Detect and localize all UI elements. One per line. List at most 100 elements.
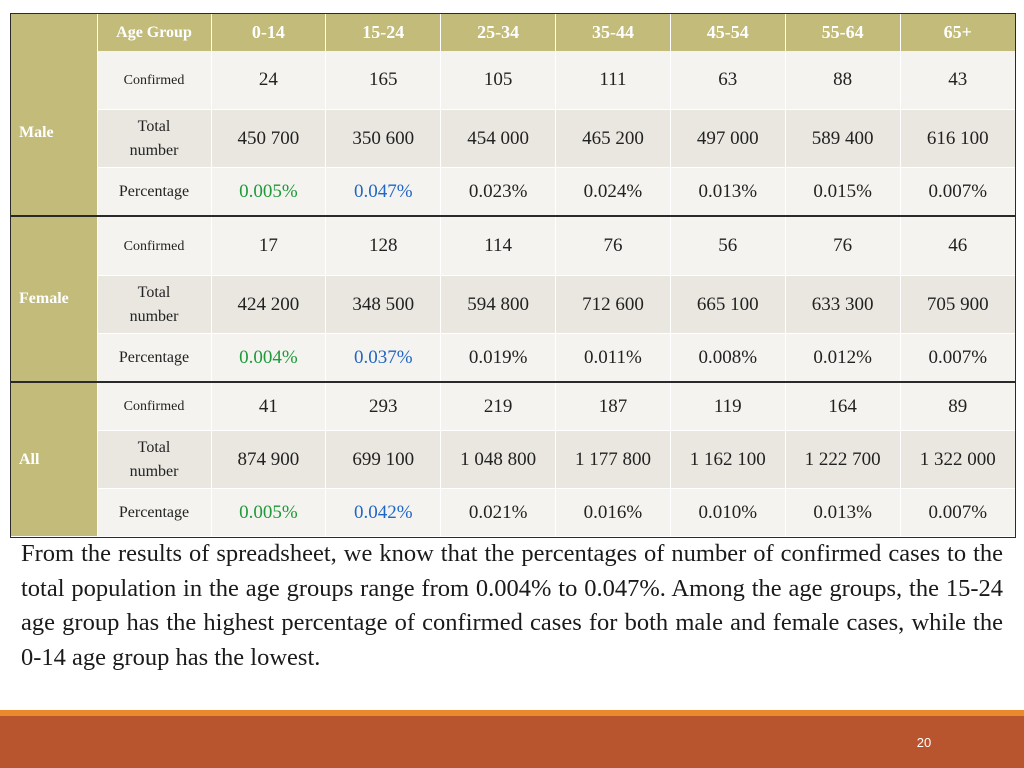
- table-cell: 56: [670, 216, 786, 276]
- table-cell: 0.008%: [670, 333, 786, 383]
- table-cell: 0.015%: [785, 167, 901, 217]
- table-row: Total number 450 700 350 600 454 000 465 …: [11, 109, 1015, 168]
- table-cell: 88: [785, 51, 901, 110]
- table-cell: 350 600: [325, 109, 442, 168]
- header-age-65-plus: 65+: [900, 14, 1015, 51]
- table-cell-highest: 0.037%: [325, 333, 442, 383]
- table-cell: 0.024%: [555, 167, 671, 217]
- table-cell: 594 800: [440, 275, 557, 334]
- metric-total-number-label: Total number: [97, 109, 212, 168]
- table-cell: 1 322 000: [900, 430, 1015, 489]
- table-cell: 450 700: [211, 109, 327, 168]
- table-cell: 41: [211, 382, 327, 431]
- group-label-male: Male: [11, 51, 98, 217]
- metric-total-line2: number: [129, 307, 179, 325]
- table-cell-highest: 0.042%: [325, 488, 442, 537]
- table-cell: 699 100: [325, 430, 442, 489]
- table-row: Female Confirmed 17 128 114 76 56 76 46: [11, 216, 1015, 383]
- table-cell: 0.012%: [785, 333, 901, 383]
- age-group-table: Age Group 0-14 15-24 25-34 35-44 45-54 5…: [11, 14, 1015, 537]
- table-cell: 633 300: [785, 275, 901, 334]
- metric-total-line1: Total: [137, 283, 171, 301]
- metric-confirmed-label: Confirmed: [97, 216, 212, 276]
- table-cell: 424 200: [211, 275, 327, 334]
- table-header: Age Group 0-14 15-24 25-34 35-44 45-54 5…: [11, 14, 1015, 51]
- summary-paragraph: From the results of spreadsheet, we know…: [21, 540, 1003, 671]
- header-blank-cell: [11, 14, 98, 51]
- table-cell: 128: [325, 216, 442, 276]
- table-cell: 705 900: [900, 275, 1015, 334]
- metric-percentage-label: Percentage: [97, 488, 212, 537]
- table-row: Percentage 0.005% 0.047% 0.023% 0.024% 0…: [11, 167, 1015, 217]
- metric-total-line1: Total: [137, 117, 171, 135]
- table-cell: 0.021%: [440, 488, 557, 537]
- table-cell: 76: [555, 216, 671, 276]
- table-cell: 0.019%: [440, 333, 557, 383]
- table-cell: 165: [325, 51, 442, 110]
- table-row: All Confirmed 41 293 219 187 119 164 89: [11, 382, 1015, 537]
- table-cell-highest: 0.047%: [325, 167, 442, 217]
- metric-percentage-label: Percentage: [97, 167, 212, 217]
- table-cell: 43: [900, 51, 1015, 110]
- table-cell: 89: [900, 382, 1015, 431]
- table-cell: 0.011%: [555, 333, 671, 383]
- table-cell-lowest: 0.005%: [211, 488, 327, 537]
- table-cell: 293: [325, 382, 442, 431]
- table-cell: 712 600: [555, 275, 671, 334]
- table-cell: 465 200: [555, 109, 671, 168]
- group-label-all: All: [11, 382, 98, 537]
- table-cell: 219: [440, 382, 557, 431]
- table-cell: 454 000: [440, 109, 557, 168]
- table-cell: 1 222 700: [785, 430, 901, 489]
- table-cell: 0.007%: [900, 333, 1015, 383]
- metric-total-line1: Total: [137, 438, 171, 456]
- table-cell: 114: [440, 216, 557, 276]
- table-row: Percentage 0.004% 0.037% 0.019% 0.011% 0…: [11, 333, 1015, 383]
- table-cell: 0.007%: [900, 167, 1015, 217]
- table-cell: 616 100: [900, 109, 1015, 168]
- footer-bar: [0, 716, 1024, 768]
- metric-total-number-label: Total number: [97, 430, 212, 489]
- table-cell: 187: [555, 382, 671, 431]
- table-cell: 348 500: [325, 275, 442, 334]
- page-number: 20: [916, 735, 932, 750]
- footer-accent-line: [0, 710, 1024, 716]
- table-cell: 76: [785, 216, 901, 276]
- table-cell: 1 177 800: [555, 430, 671, 489]
- table-cell: 0.013%: [670, 167, 786, 217]
- metric-total-number-label: Total number: [97, 275, 212, 334]
- table-row: Percentage 0.005% 0.042% 0.021% 0.016% 0…: [11, 488, 1015, 537]
- table-cell: 164: [785, 382, 901, 431]
- table-cell: 63: [670, 51, 786, 110]
- table-cell: 46: [900, 216, 1015, 276]
- header-age-35-44: 35-44: [555, 14, 671, 51]
- table-cell: 497 000: [670, 109, 786, 168]
- header-age-group-label: Age Group: [97, 14, 212, 51]
- table-cell: 1 162 100: [670, 430, 786, 489]
- table-row: Male Confirmed 24 165 105 111 63 88 43: [11, 51, 1015, 217]
- table-cell-lowest: 0.004%: [211, 333, 327, 383]
- table-cell: 105: [440, 51, 557, 110]
- table-cell: 24: [211, 51, 327, 110]
- table-cell: 0.016%: [555, 488, 671, 537]
- table-cell: 0.013%: [785, 488, 901, 537]
- table-cell: 874 900: [211, 430, 327, 489]
- table-cell: 0.023%: [440, 167, 557, 217]
- table-cell-lowest: 0.005%: [211, 167, 327, 217]
- metric-total-line2: number: [129, 141, 179, 159]
- age-group-table-container: Age Group 0-14 15-24 25-34 35-44 45-54 5…: [10, 13, 1016, 538]
- header-age-15-24: 15-24: [325, 14, 442, 51]
- header-age-0-14: 0-14: [211, 14, 327, 51]
- group-label-female: Female: [11, 216, 98, 383]
- table-cell: 119: [670, 382, 786, 431]
- table-row: Total number 874 900 699 100 1 048 800 1 …: [11, 430, 1015, 489]
- table-cell: 0.010%: [670, 488, 786, 537]
- header-age-45-54: 45-54: [670, 14, 786, 51]
- table-cell: 111: [555, 51, 671, 110]
- section-all: All Confirmed 41 293 219 187 119 164 89 …: [11, 382, 1015, 537]
- table-cell: 1 048 800: [440, 430, 557, 489]
- table-cell: 665 100: [670, 275, 786, 334]
- table-cell: 589 400: [785, 109, 901, 168]
- table-cell: 0.007%: [900, 488, 1015, 537]
- header-age-55-64: 55-64: [785, 14, 901, 51]
